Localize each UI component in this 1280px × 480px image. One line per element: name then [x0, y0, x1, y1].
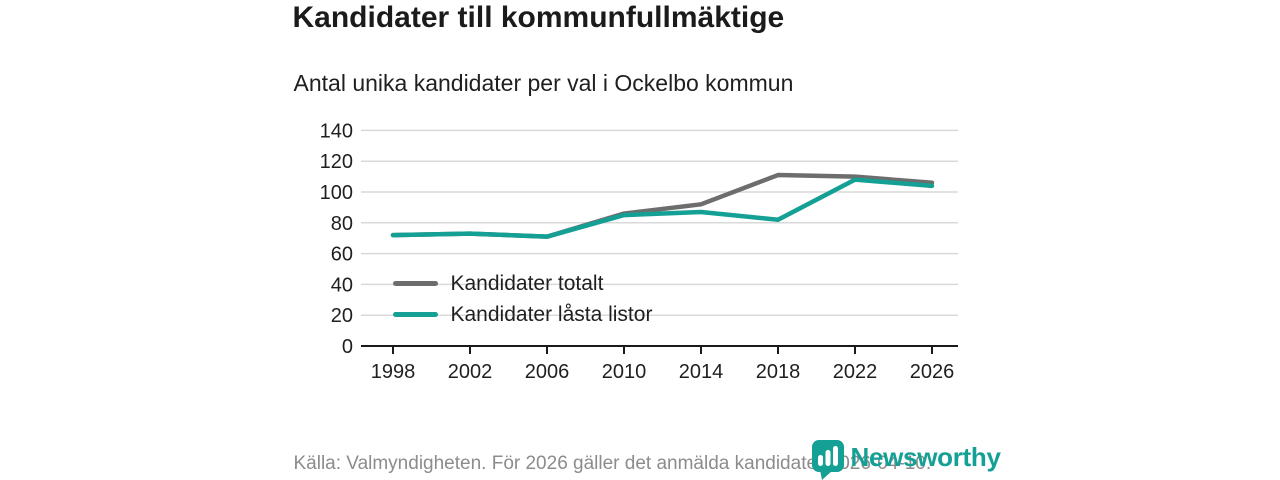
line-chart-svg: 0 20 40 60 80 100 120 140 1998 2002 2006 2010 2014 20… [319, 120, 958, 383]
svg-text:2018: 2018 [755, 361, 800, 383]
source-note: Källa: Valmyndigheten. För 2026 gäller d… [293, 453, 932, 474]
svg-text:2014: 2014 [678, 361, 723, 383]
svg-text:2006: 2006 [524, 361, 569, 383]
svg-text:2022: 2022 [832, 361, 877, 383]
legend-label-total: Kandidater totalt [450, 271, 604, 295]
svg-text:60: 60 [330, 244, 352, 266]
legend-swatch-total-icon [392, 281, 438, 286]
newsworthy-wordmark: Newsworthy [850, 441, 1001, 472]
newsworthy-logo: Newsworthy [811, 439, 1001, 480]
svg-text:20: 20 [330, 305, 352, 327]
svg-text:140: 140 [319, 120, 352, 142]
line-chart: 0 20 40 60 80 100 120 140 1998 2002 2006 2010 2014 20… [293, 120, 993, 390]
svg-text:2010: 2010 [601, 361, 646, 383]
svg-text:2026: 2026 [909, 361, 954, 383]
chart-title: Kandidater till kommunfullmäktige [292, 1, 785, 34]
newsworthy-icon [811, 440, 844, 480]
svg-text:1998: 1998 [370, 361, 415, 383]
chart-subtitle: Antal unika kandidater per val i Ockelbo… [293, 70, 794, 96]
svg-text:100: 100 [319, 182, 352, 204]
chart-figure: Kandidater till kommunfullmäktige Antal … [292, 0, 1001, 480]
svg-text:40: 40 [330, 274, 352, 296]
svg-text:0: 0 [341, 336, 352, 358]
legend-swatch-locked-lists-icon [392, 312, 438, 317]
chart-legend: Kandidater totalt Kandidater låsta listo… [392, 268, 653, 330]
legend-item-total: Kandidater totalt [392, 268, 653, 299]
svg-text:120: 120 [319, 151, 352, 173]
legend-item-locked-lists: Kandidater låsta listor [392, 299, 653, 330]
legend-label-locked-lists: Kandidater låsta listor [450, 302, 653, 326]
svg-text:80: 80 [330, 213, 352, 235]
svg-text:2002: 2002 [447, 361, 492, 383]
